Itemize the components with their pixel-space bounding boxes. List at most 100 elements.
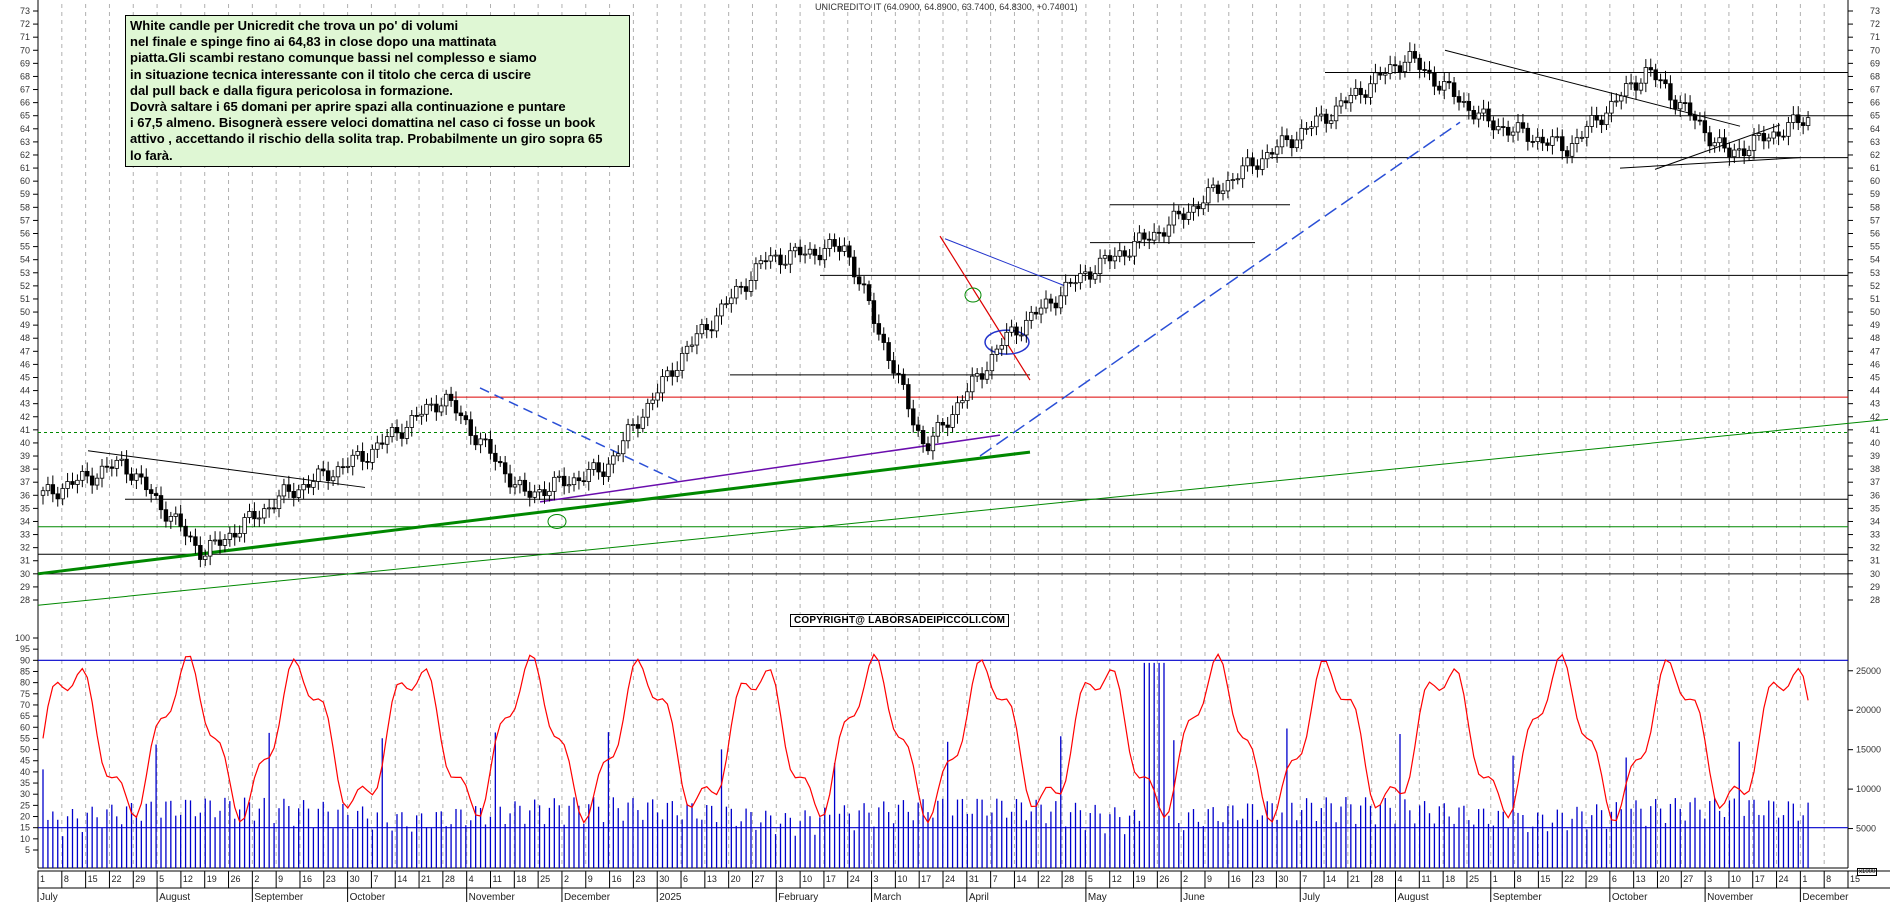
- candle-body: [1456, 96, 1462, 103]
- candle-body: [188, 535, 193, 538]
- date-label: 24: [945, 874, 955, 884]
- date-label: 30: [659, 874, 669, 884]
- candle-body: [1471, 110, 1476, 120]
- y-tick-label: 30: [20, 569, 30, 579]
- y-tick-label: 42: [20, 412, 30, 422]
- candle-body: [1279, 135, 1285, 148]
- candle-body: [620, 440, 626, 455]
- candle-body: [596, 462, 601, 473]
- candle-body: [1353, 87, 1358, 96]
- y-tick-label: 62: [1870, 150, 1880, 160]
- candle-body: [768, 255, 773, 262]
- candle-body: [1751, 134, 1757, 151]
- candle-body: [50, 484, 56, 495]
- osc-tick-label: 40: [20, 767, 30, 777]
- candle-body: [965, 391, 970, 402]
- month-label: September: [254, 892, 304, 902]
- chart-title: UNICREDITO IT (64.0900, 64.8900, 63.7400…: [815, 2, 1078, 12]
- candle-body: [330, 476, 336, 482]
- osc-tick-label: 10: [20, 834, 30, 844]
- y-tick-label: 34: [1870, 516, 1880, 526]
- candle-body: [1309, 126, 1314, 129]
- candle-body: [1530, 141, 1535, 143]
- candle-body: [694, 333, 700, 346]
- candle-body: [1029, 311, 1034, 321]
- candle-body: [709, 329, 714, 332]
- candle-body: [207, 540, 213, 557]
- candle-body: [1437, 85, 1442, 91]
- date-label: 29: [135, 874, 145, 884]
- osc-tick-label: 55: [20, 733, 30, 743]
- date-label: 17: [826, 874, 836, 884]
- candle-body: [350, 454, 355, 467]
- candle-body: [650, 399, 655, 404]
- candle-body: [1373, 72, 1378, 85]
- candle-body: [753, 263, 759, 281]
- y-tick-label: 57: [1870, 215, 1880, 225]
- candle-body: [1510, 131, 1516, 136]
- y-tick-label: 28: [20, 595, 30, 605]
- candle-body: [925, 443, 931, 452]
- y-tick-label: 47: [1870, 346, 1880, 356]
- candle-body: [1097, 257, 1103, 275]
- candle-body: [1732, 149, 1737, 158]
- y-tick-label: 65: [1870, 111, 1880, 121]
- candle-body: [670, 370, 675, 377]
- candle-body: [630, 424, 636, 426]
- candle-body: [724, 303, 729, 306]
- y-tick-label: 56: [20, 229, 30, 239]
- vol-tick-label: 15000: [1856, 745, 1881, 755]
- candle-body: [778, 254, 783, 266]
- candle-body: [134, 473, 139, 481]
- y-tick-label: 68: [20, 71, 30, 81]
- candle-body: [1687, 102, 1693, 116]
- candle-body: [1594, 115, 1599, 121]
- candle-body: [478, 438, 483, 446]
- candle-body: [581, 480, 587, 483]
- green-circle-marker: [547, 513, 567, 529]
- candle-body: [1186, 211, 1191, 220]
- candle-body: [940, 421, 945, 426]
- date-label: 19: [1136, 874, 1146, 884]
- candle-body: [502, 462, 508, 475]
- candle-body: [665, 370, 670, 377]
- date-label: 21: [421, 874, 431, 884]
- candle-body: [557, 475, 562, 478]
- candle-body: [198, 545, 203, 560]
- candle-body: [129, 473, 134, 481]
- date-label: 3: [778, 874, 783, 884]
- candle-body: [1756, 133, 1762, 136]
- date-label: 4: [469, 874, 474, 884]
- date-label: 1: [1802, 874, 1807, 884]
- candle-body: [1004, 331, 1009, 346]
- candle-body: [512, 484, 518, 488]
- candle-body: [1304, 127, 1309, 130]
- candle-body: [153, 493, 159, 496]
- candle-body: [257, 517, 262, 520]
- y-tick-label: 42: [1870, 412, 1880, 422]
- candle-body: [375, 442, 380, 450]
- candle-body: [498, 461, 503, 464]
- candle-body: [227, 532, 233, 540]
- month-label: October: [350, 892, 386, 902]
- candle-body: [1151, 231, 1157, 241]
- candle-body: [1673, 99, 1678, 110]
- y-tick-label: 66: [1870, 98, 1880, 108]
- candle-body: [561, 475, 567, 487]
- candle-body: [1663, 79, 1668, 85]
- date-label: 16: [612, 874, 622, 884]
- date-label: 2: [1183, 874, 1188, 884]
- candle-body: [689, 344, 695, 347]
- y-tick-label: 28: [1870, 595, 1880, 605]
- date-label: 15: [1540, 874, 1550, 884]
- candle-body: [409, 415, 414, 428]
- y-tick-label: 53: [20, 268, 30, 278]
- month-label: December: [564, 892, 611, 902]
- y-tick-label: 72: [20, 19, 30, 29]
- candle-body: [1560, 136, 1565, 152]
- date-label: 23: [635, 874, 645, 884]
- candle-body: [601, 471, 606, 477]
- candle-body: [463, 415, 469, 421]
- candle-body: [148, 489, 154, 494]
- candle-body: [1540, 136, 1545, 144]
